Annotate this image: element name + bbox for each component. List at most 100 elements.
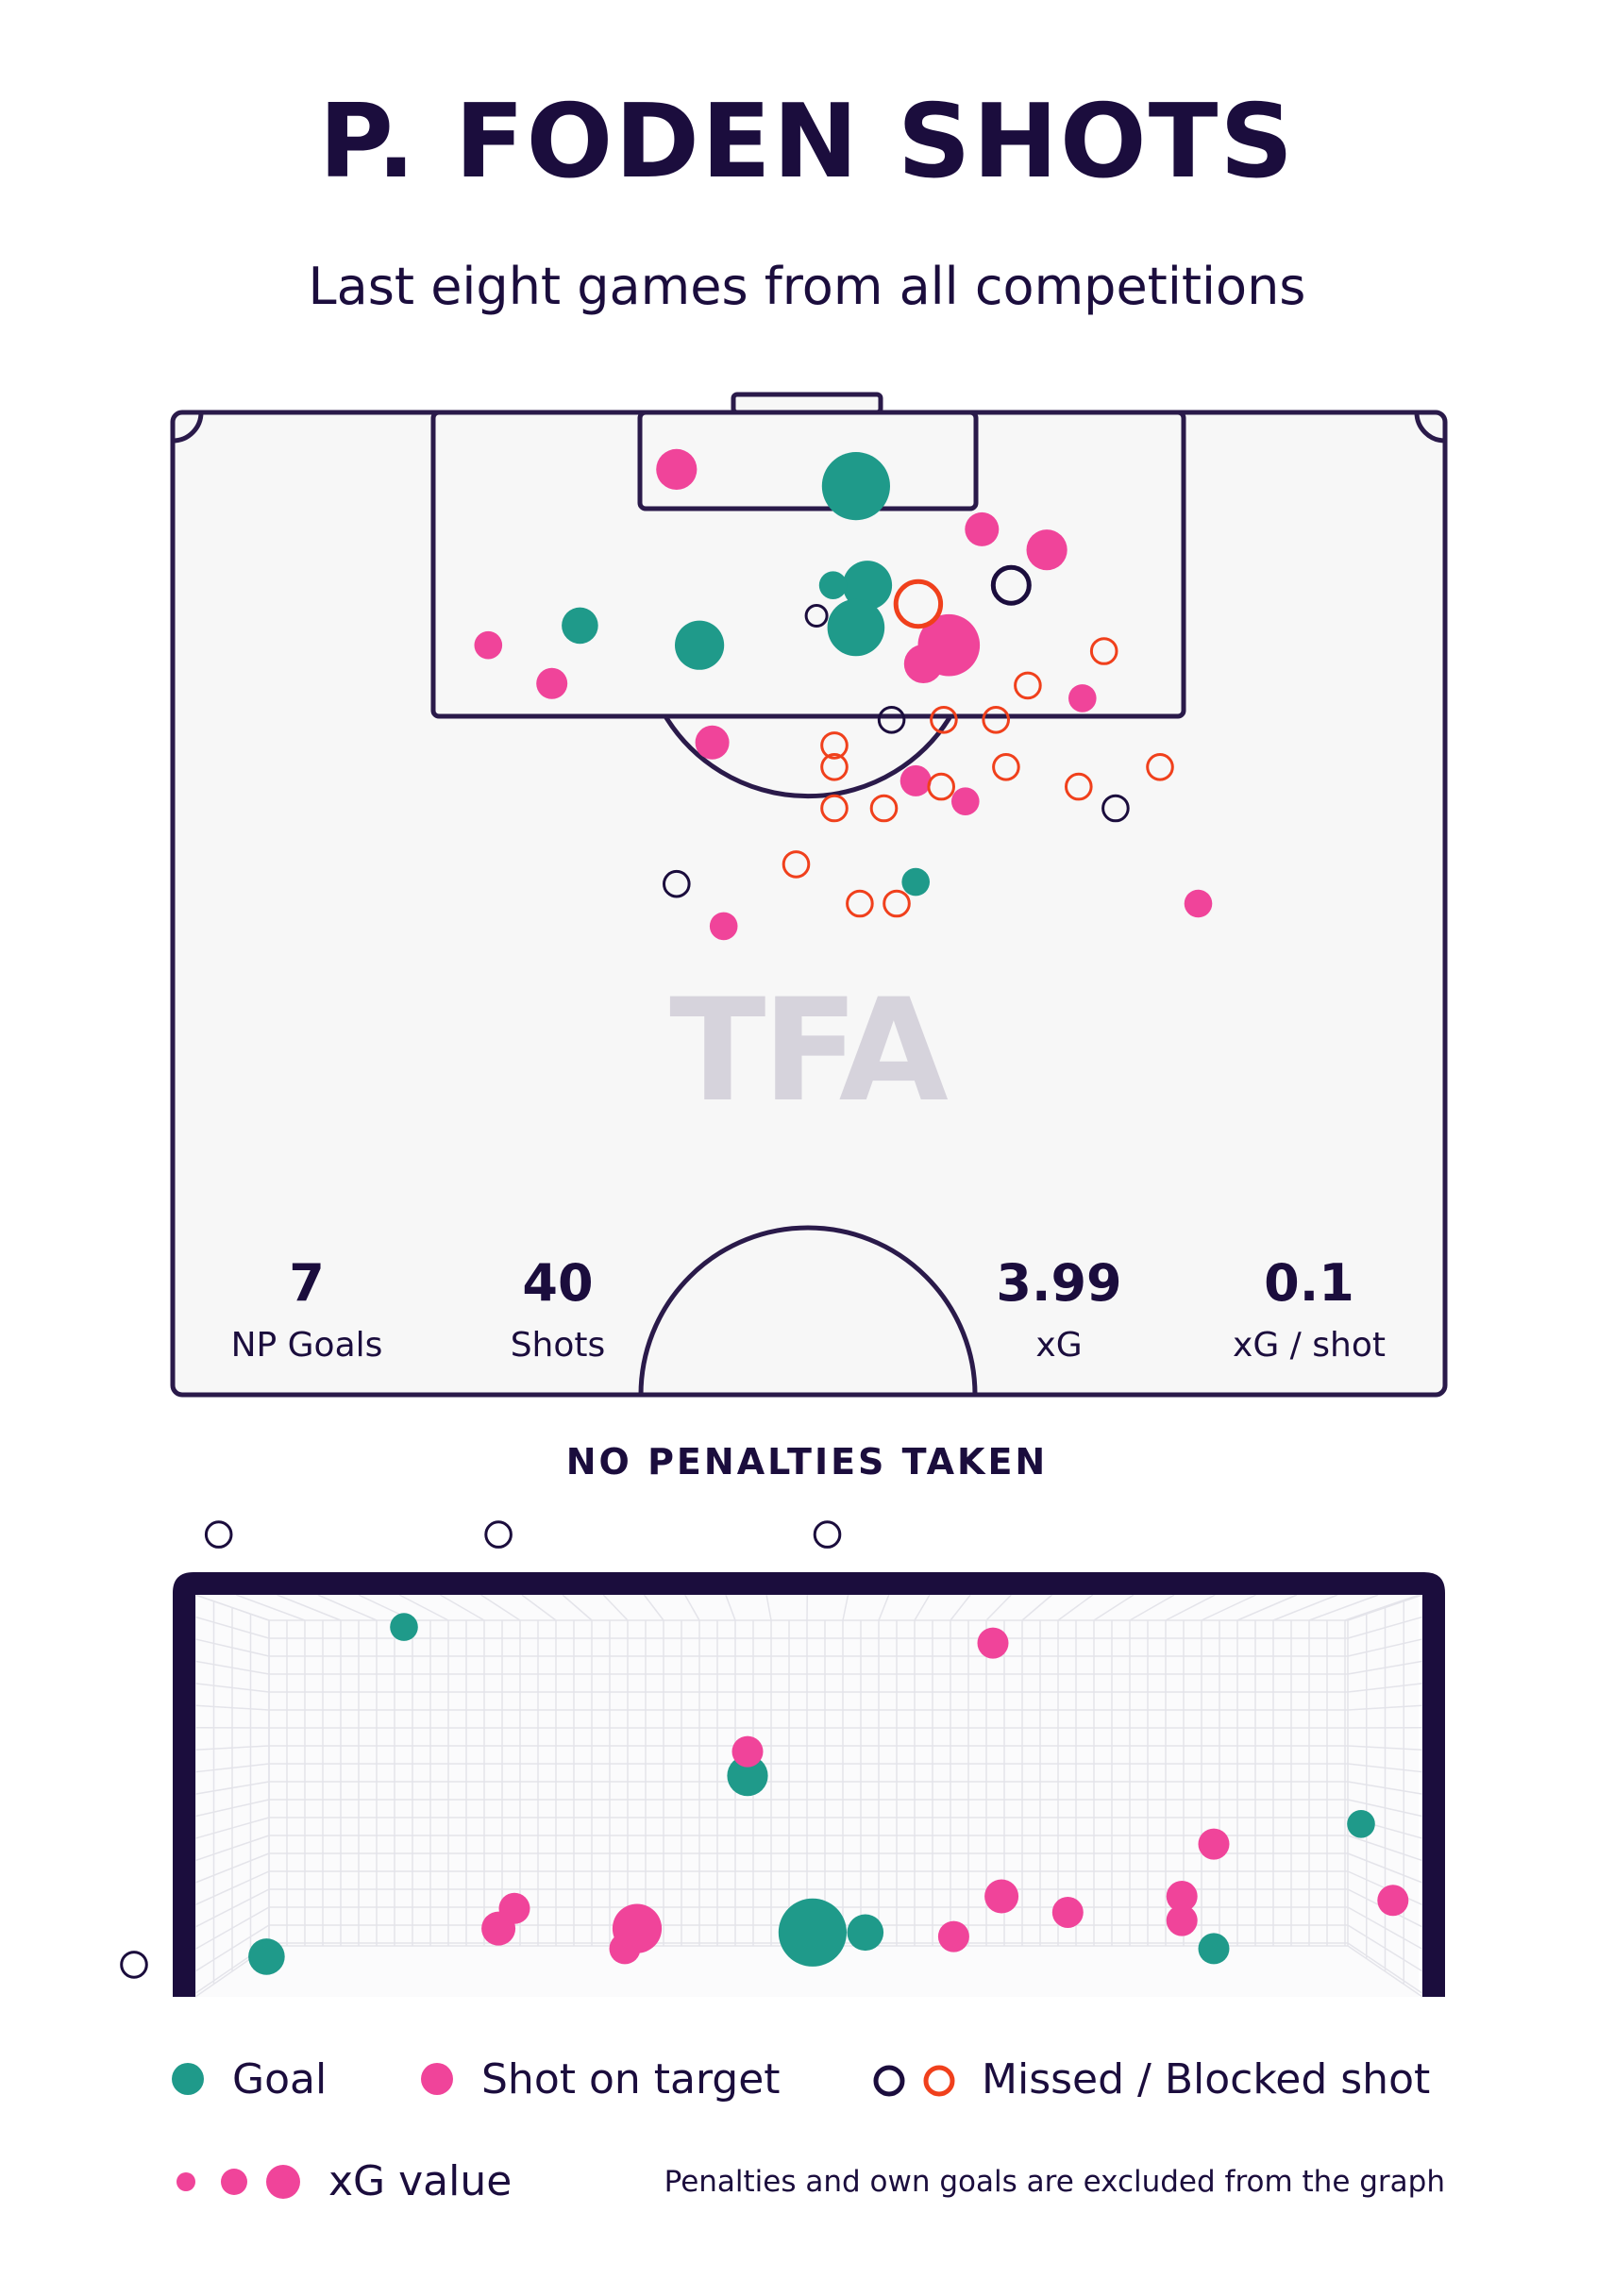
net-line	[1236, 1594, 1298, 1621]
goal-point-on-target	[937, 1920, 969, 1952]
net-line	[683, 1594, 700, 1621]
shot-point-missed-dark	[804, 604, 829, 628]
net-line	[1021, 1594, 1053, 1621]
net-line	[1201, 1594, 1257, 1621]
goal-point-on-target	[1166, 1904, 1198, 1936]
shot-map-points	[474, 448, 1213, 941]
goal-point-missed-dark	[813, 1520, 842, 1549]
footnote: Penalties and own goals are excluded fro…	[664, 2165, 1445, 2199]
goal-point-on-target	[481, 1911, 516, 1946]
shot-point-missed-dark	[877, 706, 906, 734]
net-line	[317, 1594, 378, 1621]
shot-point-missed-red	[883, 889, 911, 918]
shot-point-goal	[821, 451, 891, 521]
net-line	[602, 1594, 629, 1621]
net-line	[1308, 1594, 1379, 1621]
net-line	[643, 1594, 664, 1621]
shot-point-on-target	[695, 725, 730, 760]
net-line	[1093, 1594, 1135, 1621]
net-line	[878, 1594, 890, 1621]
shot-point-goal	[901, 867, 930, 897]
goal-frame	[173, 1572, 1445, 1998]
goal-point-on-target	[731, 1735, 764, 1768]
legend-goal-label: Goal	[232, 2055, 327, 2103]
stat-shots-label: Shots	[511, 1326, 606, 1365]
shot-point-missed-red	[820, 794, 849, 823]
pitch-outline	[170, 410, 1448, 1398]
net-line	[1165, 1594, 1216, 1621]
shot-point-missed-red	[1065, 772, 1093, 801]
goal-point-goal	[390, 1613, 418, 1641]
legend-missed-red-marker	[923, 2065, 955, 2097]
shot-point-missed-red	[982, 706, 1010, 734]
goal-frame-top-view	[731, 392, 883, 415]
stats-row: 7 NP Goals 40 Shots 3.99 xG 0.1 xG / sho…	[231, 1253, 1386, 1365]
legend-missed-label: Missed / Blocked shot	[982, 2055, 1430, 2103]
stat-xg-label: xG	[1035, 1326, 1082, 1365]
legend-missed-dark-marker	[873, 2065, 905, 2097]
shot-point-missed-red	[820, 753, 849, 781]
goal-point-goal	[1347, 1810, 1375, 1838]
stat-shots-value: 40	[522, 1253, 593, 1313]
net-line	[765, 1594, 772, 1621]
legend-xg-label: xG value	[328, 2157, 512, 2205]
watermark-logo: TFA	[669, 969, 949, 1133]
goal-point-missed-dark	[484, 1520, 513, 1549]
stat-xg-per-shot-label: xG / shot	[1233, 1326, 1386, 1365]
goal-point-goal	[1198, 1933, 1230, 1965]
chart-subtitle: Last eight games from all competitions	[308, 257, 1306, 316]
goal-point-missed-dark	[120, 1951, 148, 1979]
shot-point-missed-red	[782, 850, 811, 879]
shot-point-missed-red	[1089, 637, 1118, 665]
goal-point-on-target	[1198, 1828, 1230, 1860]
net-line	[235, 1594, 306, 1621]
shot-point-on-target	[474, 630, 503, 660]
pitch: TFA	[170, 392, 1448, 1398]
net-line	[1272, 1594, 1338, 1621]
net-line	[277, 1594, 342, 1621]
net-line	[480, 1594, 521, 1621]
net-line	[985, 1594, 1012, 1621]
shot-point-missed-red	[893, 578, 944, 629]
net-line	[1057, 1594, 1094, 1621]
goal-point-on-target	[1377, 1885, 1409, 1917]
centre-circle	[638, 1225, 978, 1396]
goal-point-on-target	[984, 1879, 1019, 1914]
net-line	[1129, 1594, 1175, 1621]
goal-point-on-target	[609, 1933, 641, 1965]
legend-xg-medium	[221, 2169, 247, 2195]
shot-point-on-target	[656, 448, 698, 490]
shot-point-missed-red	[846, 889, 874, 918]
shot-point-missed-dark	[663, 869, 691, 898]
corner-arc-left	[172, 411, 204, 444]
legend-on-target-marker	[421, 2063, 453, 2095]
shot-point-on-target	[903, 645, 943, 683]
shot-point-on-target	[536, 667, 568, 699]
shot-point-on-target	[1026, 529, 1068, 571]
corner-arc-right	[1414, 411, 1446, 444]
goal-point-missed-dark	[204, 1520, 233, 1549]
legend: Goal Shot on target Missed / Blocked sho…	[172, 2055, 1445, 2205]
shot-point-on-target	[965, 511, 1000, 546]
stat-xg-value: 3.99	[996, 1253, 1121, 1313]
goal-point-goal	[727, 1755, 768, 1797]
goal-point-goal	[778, 1898, 848, 1967]
shot-point-goal	[818, 571, 848, 599]
goal-point-on-target	[977, 1627, 1009, 1659]
shot-point-missed-red	[992, 753, 1020, 781]
shot-point-missed-red	[820, 731, 849, 760]
penalty-arc	[663, 714, 953, 799]
stat-np-goals-value: 7	[289, 1253, 325, 1313]
penalties-note: NO PENALTIES TAKEN	[566, 1441, 1048, 1483]
net-line	[521, 1594, 557, 1621]
stat-np-goals-label: NP Goals	[231, 1326, 383, 1365]
net-line	[439, 1594, 485, 1621]
shot-point-goal	[842, 561, 893, 611]
goal-point-on-target	[1051, 1897, 1084, 1928]
six-yard-box	[637, 410, 979, 511]
net-line	[1347, 1945, 1423, 1998]
shot-point-missed-dark	[990, 564, 1032, 606]
goal-point-on-target	[1166, 1881, 1198, 1912]
legend-xg-small	[177, 2172, 195, 2191]
